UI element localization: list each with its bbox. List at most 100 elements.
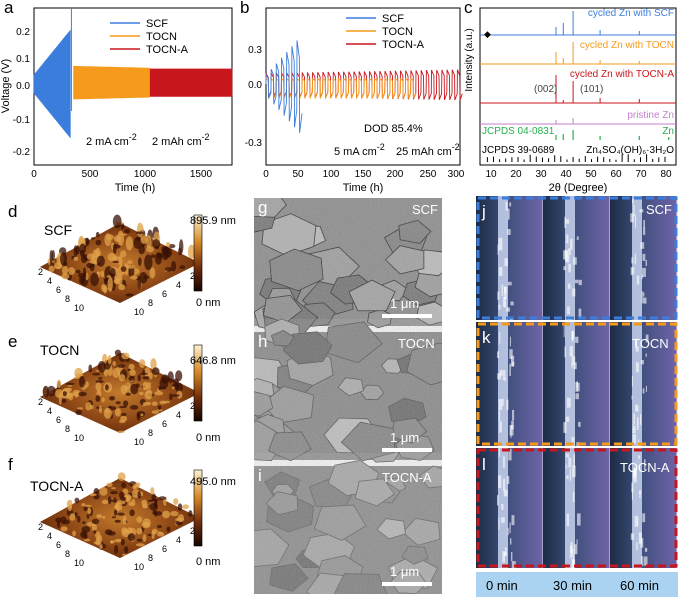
afm-d-ax1-4: 4 bbox=[47, 276, 52, 286]
a-legend-tocna: TOCN-A bbox=[146, 44, 189, 56]
opt-l-frame-2 bbox=[610, 448, 677, 568]
afm-f-ax1-2: 2 bbox=[38, 522, 43, 532]
panel-label-f: f bbox=[8, 455, 13, 474]
c-series-tocn bbox=[480, 42, 676, 65]
afm-e-name: TOCN bbox=[40, 342, 80, 358]
afm-e-ax2-6: 6 bbox=[162, 419, 167, 429]
c-ref1-left: JCPDS 04-0831 bbox=[482, 126, 555, 137]
c-xtick-5: 50 bbox=[585, 169, 597, 180]
a-xtick-4: 1500 bbox=[190, 169, 213, 180]
afm-d-ax2-4: 4 bbox=[176, 280, 181, 290]
afm-d-max: 895.9 nm bbox=[190, 215, 236, 227]
panel-label-a: a bbox=[4, 0, 14, 17]
b-series-scf bbox=[265, 40, 303, 134]
afm-f-max: 495.0 nm bbox=[190, 476, 236, 488]
afm-f-ax1-10: 10 bbox=[74, 558, 84, 568]
b-xtick-6: 250 bbox=[420, 169, 437, 180]
panel-label-g: g bbox=[258, 198, 268, 217]
afm-e-ax2-8: 8 bbox=[148, 428, 153, 438]
opt-k-name: TOCN bbox=[632, 336, 669, 351]
opt-k-frame-0 bbox=[476, 322, 543, 446]
a-xtick-1: 0 bbox=[31, 169, 37, 180]
sem-i bbox=[254, 459, 442, 594]
sem-panels bbox=[254, 198, 442, 594]
afm-f-min: 0 nm bbox=[196, 556, 221, 568]
afm-e-ax1-2: 2 bbox=[38, 397, 43, 407]
panel-label-d: d bbox=[8, 202, 18, 221]
optical-panels bbox=[476, 196, 678, 597]
a-xlabel: Time (h) bbox=[115, 182, 156, 194]
b-xtick-7: 300 bbox=[448, 169, 465, 180]
afm-e-ax2-10: 10 bbox=[134, 437, 144, 447]
b-legend-tocn: TOCN bbox=[382, 26, 413, 38]
sem-i-name: TOCN-A bbox=[382, 470, 432, 485]
b-series-tocn bbox=[265, 77, 417, 99]
afm-d-ax2-2: 2 bbox=[190, 271, 195, 281]
a-series-tocn bbox=[73, 65, 150, 100]
a-xtick-3: 1000 bbox=[134, 169, 157, 180]
sem-i-scale-label: 1 μm bbox=[390, 564, 420, 579]
c-ref2-right: Zn₄SO₄(OH)₆·3H₂O bbox=[586, 145, 674, 156]
panel-label-l: l bbox=[482, 455, 486, 474]
c-marker: ◆ bbox=[484, 29, 491, 39]
afm-e-colorbar bbox=[193, 344, 203, 422]
time-label-0: 0 min bbox=[486, 578, 518, 593]
afm-d-ax2-6: 6 bbox=[162, 289, 167, 299]
opt-l-frame-0 bbox=[476, 448, 543, 568]
c-xtick-2: 20 bbox=[510, 169, 522, 180]
afm-d-ax1-2: 2 bbox=[38, 267, 43, 277]
afm-e-ax2-2: 2 bbox=[190, 401, 195, 411]
c-xtick-3: 30 bbox=[535, 169, 547, 180]
afm-f-name: TOCN-A bbox=[30, 478, 84, 494]
afm-e-ax1-4: 4 bbox=[47, 406, 52, 416]
c-peak-002: (002) bbox=[534, 84, 557, 95]
b-xtick-3: 100 bbox=[323, 169, 340, 180]
c-trace-tocn: cycled Zn with TOCN bbox=[580, 40, 674, 51]
opt-l-name: TOCN-A bbox=[620, 460, 670, 475]
sem-i-scale-bar bbox=[382, 582, 432, 586]
sem-h-name: TOCN bbox=[398, 336, 435, 351]
time-label-30: 30 min bbox=[553, 578, 593, 593]
c-series-pristine bbox=[480, 118, 676, 125]
b-ytick-2: 0.0 bbox=[248, 80, 262, 91]
afm-d-ax1-10: 10 bbox=[74, 303, 84, 313]
a-ylabel: Voltage (V) bbox=[0, 59, 12, 113]
a-ytick-4: -0.1 bbox=[13, 115, 31, 126]
c-xtick-8: 80 bbox=[660, 169, 672, 180]
a-ann-current: 2 mA cm-2 bbox=[86, 132, 137, 148]
afm-d-ax1-6: 6 bbox=[56, 285, 61, 295]
afm-f-ax2-10: 10 bbox=[134, 562, 144, 572]
a-series-scf bbox=[33, 30, 71, 138]
afm-e-ax2-4: 4 bbox=[176, 410, 181, 420]
b-ann-capacity: 25 mAh cm-2 bbox=[396, 142, 460, 158]
c-xlabel: 2θ (Degree) bbox=[549, 182, 608, 194]
c-series-tocna bbox=[480, 75, 676, 104]
a-series-tocna bbox=[149, 68, 233, 97]
afm-d-name: SCF bbox=[44, 222, 72, 238]
panel-label-b: b bbox=[240, 0, 250, 17]
panel-label-h: h bbox=[258, 332, 268, 351]
b-xtick-2: 50 bbox=[292, 169, 304, 180]
sem-g bbox=[254, 198, 442, 339]
afm-e-max: 646.8 nm bbox=[190, 355, 236, 367]
afm-f-ax2-8: 8 bbox=[148, 553, 153, 563]
xrd-chart-c: Intensity (a.u.) ◆ cycled Zn with SCF cy… bbox=[464, 7, 677, 194]
c-trace-scf: cycled Zn with SCF bbox=[588, 8, 674, 19]
sem-g-scale-label: 1 μm bbox=[390, 296, 420, 311]
opt-j-name: SCF bbox=[646, 202, 672, 217]
afm-e-ax1-6: 6 bbox=[56, 415, 61, 425]
c-ref-zn bbox=[555, 130, 670, 140]
panel-label-j: j bbox=[482, 202, 486, 221]
opt-k-frame-2 bbox=[610, 322, 677, 446]
afm-f-colorbar bbox=[193, 469, 203, 547]
b-xlabel: Time (h) bbox=[343, 182, 384, 194]
a-ytick-3: 0.0 bbox=[16, 81, 30, 92]
afm-e-ax1-8: 8 bbox=[65, 424, 70, 434]
b-xtick-4: 150 bbox=[355, 169, 372, 180]
c-ylabel: Intensity (a.u.) bbox=[464, 28, 475, 91]
b-xtick-1: 0 bbox=[263, 169, 269, 180]
b-ytick-1: 0.3 bbox=[248, 45, 262, 56]
sem-h-scale-label: 1 μm bbox=[390, 430, 420, 445]
a-xtick-2: 500 bbox=[82, 169, 99, 180]
afm-d-ax2-8: 8 bbox=[148, 298, 153, 308]
